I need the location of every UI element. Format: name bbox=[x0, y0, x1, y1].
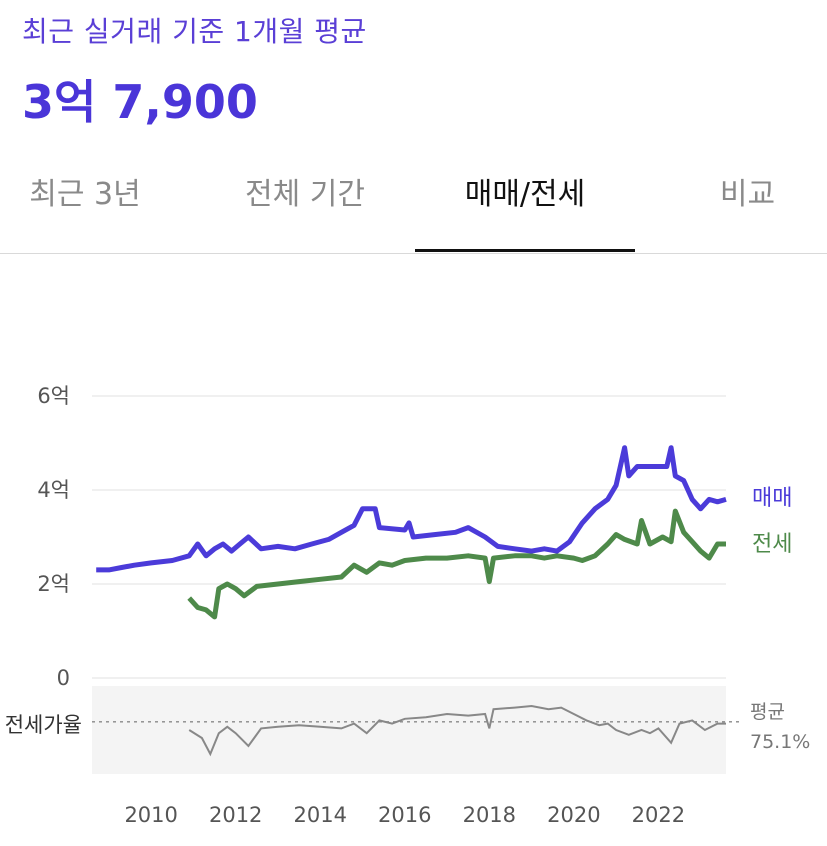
sale-series-label: 매매 bbox=[752, 486, 792, 511]
x-tick-label: 2014 bbox=[294, 803, 347, 827]
sale-line bbox=[96, 445, 727, 573]
y-tick-label: 6억 bbox=[37, 384, 70, 408]
ratio-average-label: 평균 bbox=[750, 701, 785, 723]
ratio-panel-bg bbox=[92, 686, 726, 774]
x-tick-label: 2010 bbox=[124, 803, 177, 827]
ratio-average-value: 75.1% bbox=[750, 731, 810, 753]
tab-compare[interactable]: 비교 bbox=[719, 177, 776, 212]
y-tick-label: 2억 bbox=[37, 572, 70, 596]
ratio-line bbox=[188, 704, 726, 757]
x-tick-label: 2022 bbox=[632, 803, 685, 827]
grid-lines bbox=[92, 395, 726, 679]
x-axis-ticks: 2010 2012 2014 2016 2018 2020 2022 bbox=[124, 803, 685, 827]
y-tick-label: 4억 bbox=[37, 478, 70, 502]
tab-all-period[interactable]: 전체 기간 bbox=[245, 177, 365, 212]
x-tick-label: 2016 bbox=[378, 803, 431, 827]
y-axis-ticks: 0 2억 4억 6억 bbox=[37, 384, 70, 690]
y-tick-label: 0 bbox=[57, 666, 70, 690]
tab-sale-jeonse[interactable]: 매매/전세 bbox=[415, 160, 635, 252]
x-tick-label: 2018 bbox=[463, 803, 516, 827]
average-price: 3억 7,900 bbox=[22, 75, 258, 129]
jeonse-series-label: 전세 bbox=[752, 532, 792, 557]
chart-subtitle: 최근 실거래 기준 1개월 평균 bbox=[22, 15, 367, 48]
period-tabs: 최근 3년 전체 기간 매매/전세 비교 bbox=[0, 160, 827, 254]
x-tick-label: 2020 bbox=[547, 803, 600, 827]
tab-recent-3y[interactable]: 최근 3년 bbox=[29, 177, 141, 212]
ratio-panel-label: 전세가율 bbox=[5, 713, 82, 737]
jeonse-line bbox=[187, 508, 726, 620]
x-tick-label: 2012 bbox=[209, 803, 262, 827]
